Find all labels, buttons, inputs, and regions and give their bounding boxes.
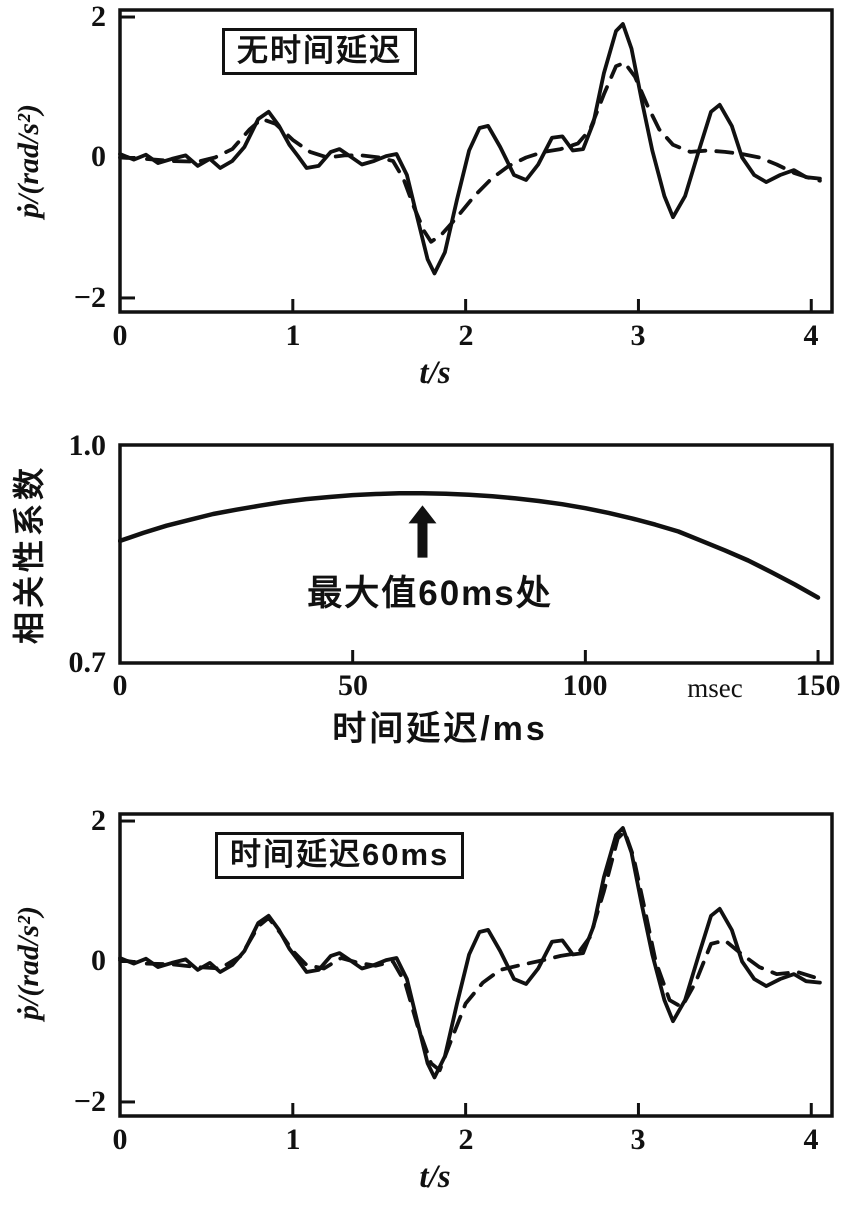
- x-tick-label: 4: [803, 1123, 819, 1156]
- y-tick-label: −2: [73, 281, 106, 314]
- y-tick-label: −2: [73, 1085, 106, 1118]
- x-axis-label-time-top: t/s: [419, 355, 451, 391]
- y-tick-label: 0.7: [68, 646, 107, 679]
- x-axis-label-delay: 时间延迟/ms: [332, 710, 548, 748]
- x-tick-label: 2: [458, 319, 474, 352]
- x-tick-label: 1: [285, 319, 301, 352]
- y-tick-label: 2: [91, 804, 106, 837]
- x-tick-label: 100: [562, 669, 608, 702]
- y-axis-label-correlation: 相关性系数: [11, 464, 47, 645]
- x-tick-label: 3: [630, 1123, 646, 1156]
- x-tick-label: 50: [338, 669, 368, 702]
- annotation-box-60ms-delay: 时间延迟60ms: [215, 832, 465, 879]
- x-tick-label: 150: [795, 669, 841, 702]
- x-tick-label: 0: [112, 669, 128, 702]
- plot-area-no-delay: [118, 8, 834, 314]
- series-measured-solid: [118, 22, 822, 276]
- annotation-max-at-60ms: 最大值60ms处: [307, 574, 553, 613]
- x-unit-text-msec: msec: [687, 673, 743, 703]
- y-tick-label: 0: [91, 140, 106, 173]
- plot-area-60ms-delay: [118, 812, 834, 1118]
- plot-frame: [118, 443, 834, 665]
- plot-frame: [118, 8, 834, 314]
- plot-frame: [118, 812, 834, 1118]
- x-tick-label: 0: [112, 1123, 128, 1156]
- series-correlation: [118, 491, 821, 600]
- x-tick-label: 4: [803, 319, 819, 352]
- x-axis-label-time-bottom: t/s: [419, 1159, 451, 1195]
- plot-area-correlation: [118, 443, 834, 665]
- x-tick-label: 0: [112, 319, 128, 352]
- series-model-dashed: [118, 60, 822, 244]
- x-tick-label: 2: [458, 1123, 474, 1156]
- x-tick-label: 1: [285, 1123, 301, 1156]
- annotation-box-no-delay: 无时间延迟: [222, 28, 417, 75]
- y-tick-label: 2: [91, 0, 106, 33]
- y-tick-label: 1.0: [68, 429, 107, 462]
- series-model-delayed-dashed: [118, 829, 822, 1073]
- y-tick-label: 0: [91, 944, 106, 977]
- x-tick-label: 3: [630, 319, 646, 352]
- up-arrow-head-icon: [408, 505, 437, 524]
